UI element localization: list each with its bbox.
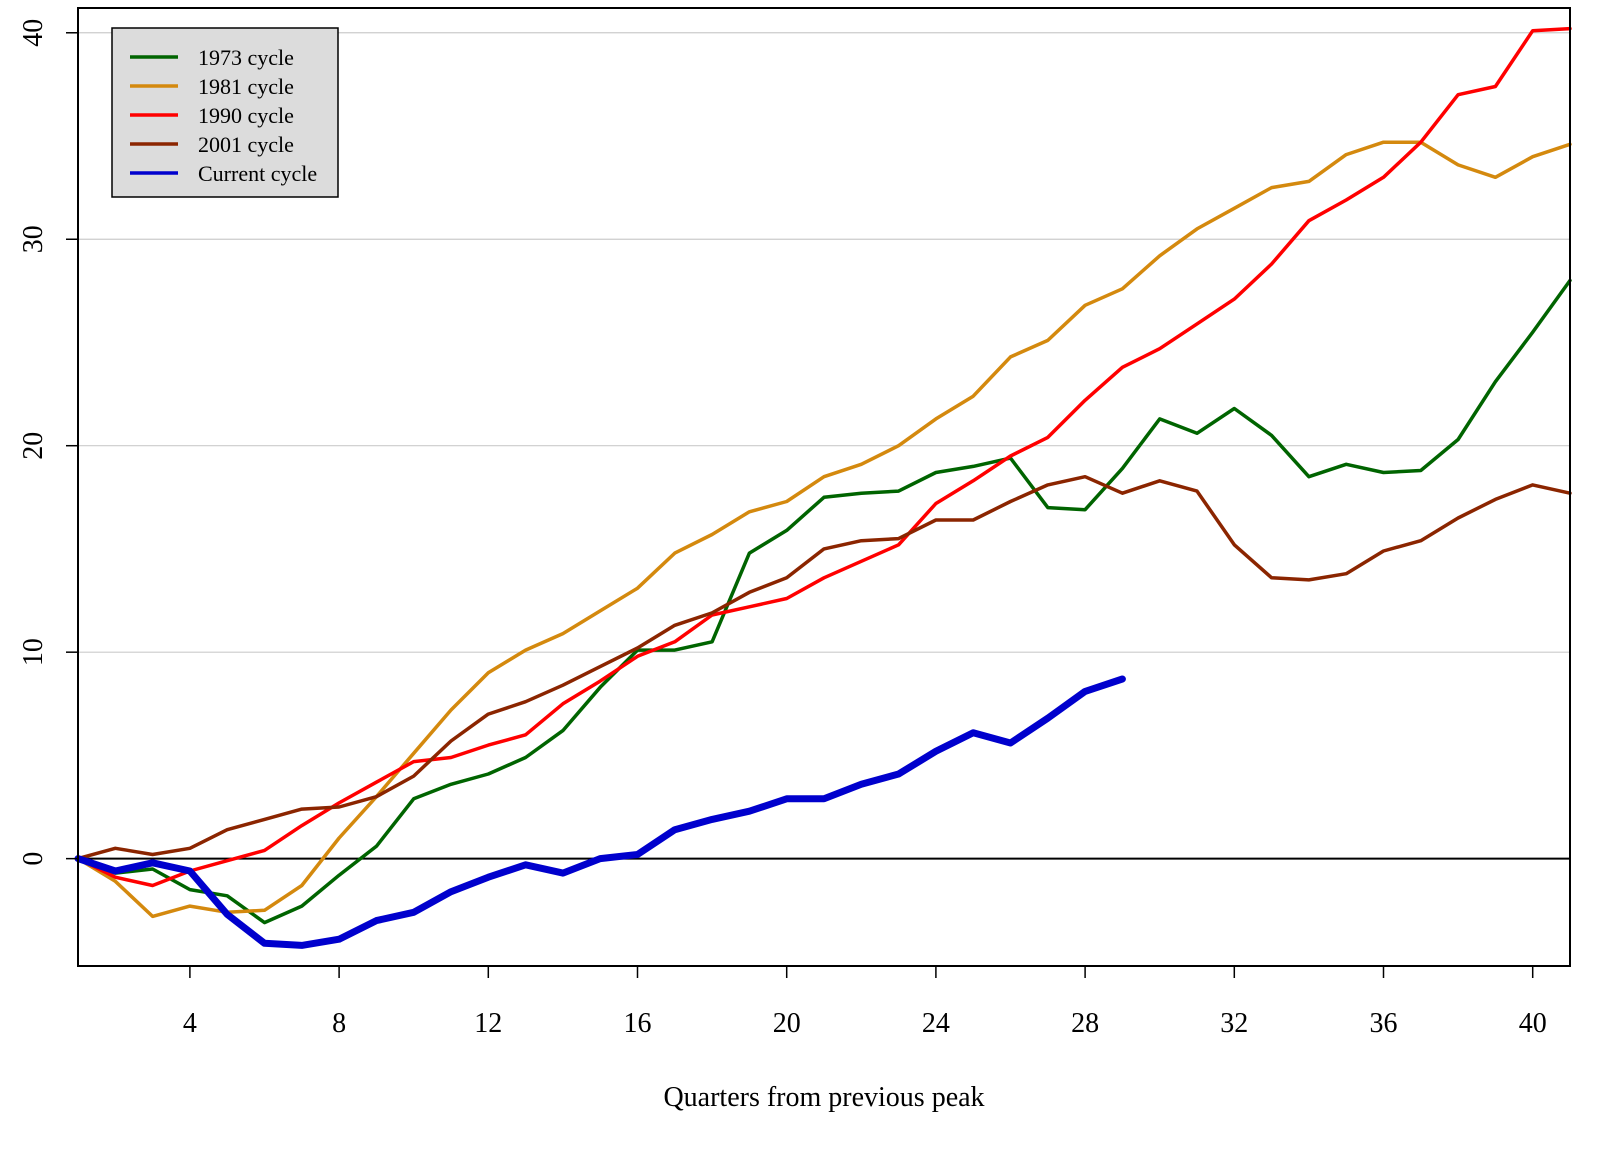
y-tick-label: 10 xyxy=(18,638,49,666)
y-tick-label: 0 xyxy=(18,852,49,866)
series-line-1990-cycle xyxy=(76,26,1572,888)
x-tick-label: 28 xyxy=(1071,1008,1099,1039)
series-line-1973-cycle xyxy=(76,278,1572,925)
y-tick-label: 30 xyxy=(18,225,49,253)
x-tick-label: 36 xyxy=(1370,1008,1398,1039)
series-line-1981-cycle xyxy=(76,140,1572,919)
legend-label: 2001 cycle xyxy=(198,132,294,157)
x-tick-label: 20 xyxy=(773,1008,801,1039)
legend-label: 1973 cycle xyxy=(198,45,294,70)
x-tick-label: 4 xyxy=(183,1008,197,1039)
y-tick-label: 20 xyxy=(18,432,49,460)
x-tick-label: 16 xyxy=(624,1008,652,1039)
y-axis: 0 10 20 30 40 xyxy=(18,19,78,866)
legend-label: 1990 cycle xyxy=(198,103,294,128)
legend-label: 1981 cycle xyxy=(198,74,294,99)
y-tick-label: 40 xyxy=(18,19,49,47)
x-tick-label: 40 xyxy=(1519,1008,1547,1039)
legend: 1973 cycle 1981 cycle 1990 cycle 2001 cycle… xyxy=(111,27,339,198)
series-lines xyxy=(74,26,1572,949)
series-line-2001-cycle xyxy=(76,474,1572,861)
series-line-current-cycle xyxy=(74,675,1126,949)
x-axis: 4 8 12 16 20 24 28 32 36 40 xyxy=(183,966,1547,1039)
legend-label: Current cycle xyxy=(198,161,317,186)
x-tick-label: 8 xyxy=(332,1008,346,1039)
x-tick-label: 12 xyxy=(474,1008,502,1039)
x-tick-label: 32 xyxy=(1220,1008,1248,1039)
plot-frame xyxy=(77,7,1571,967)
x-axis-title: Quarters from previous peak xyxy=(663,1082,984,1113)
x-tick-label: 24 xyxy=(922,1008,950,1039)
